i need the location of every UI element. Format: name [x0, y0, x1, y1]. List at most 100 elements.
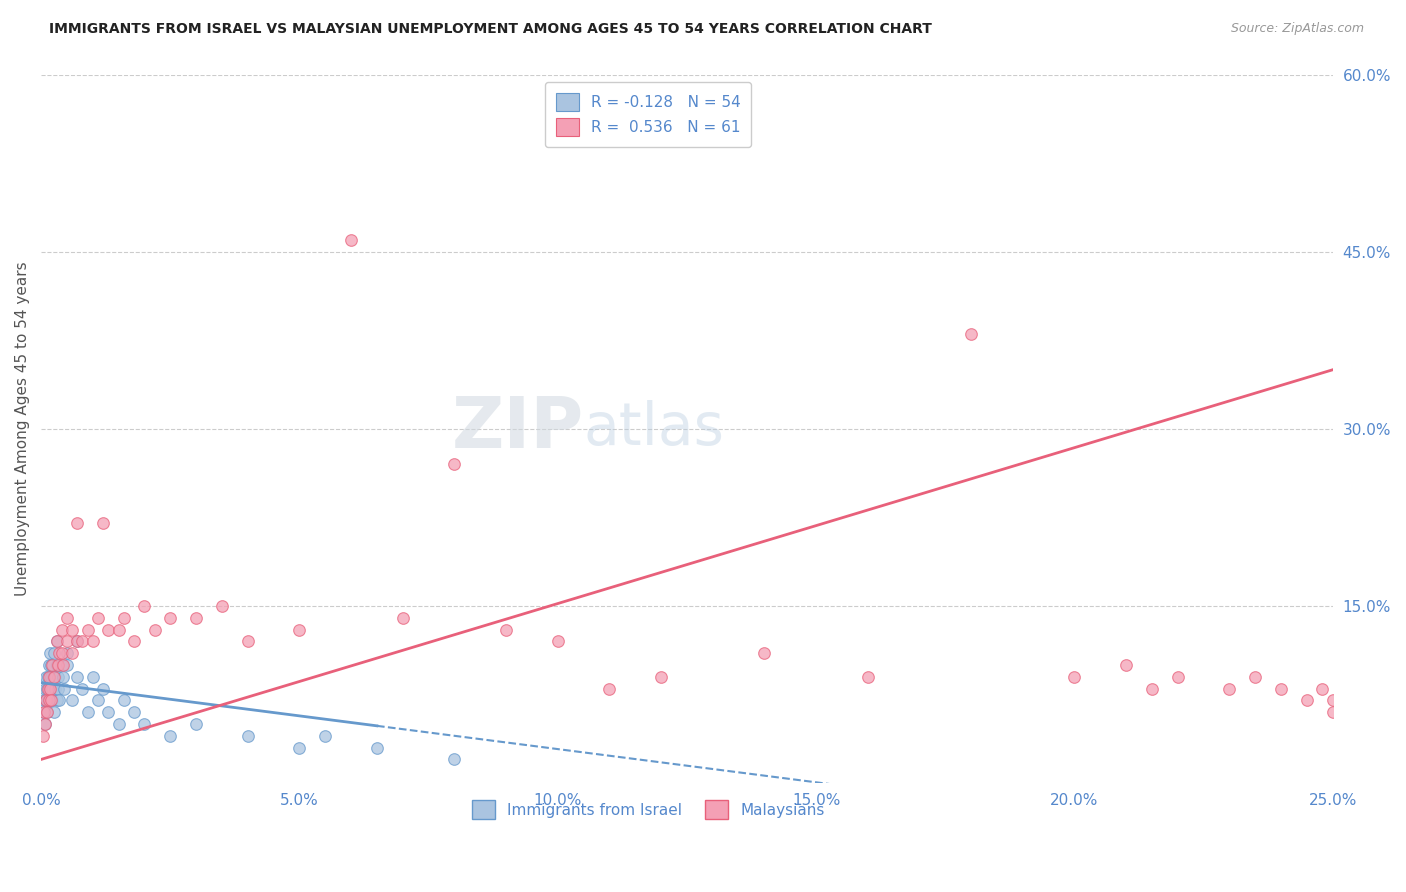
Point — [31, 729, 53, 743]
Point — [314, 729, 336, 743]
Point — [45, 657, 67, 672]
Point — [236, 634, 259, 648]
Point — [52, 657, 75, 672]
Point — [91, 681, 114, 696]
Point — [44, 681, 66, 696]
Point — [41, 657, 63, 672]
Point — [598, 681, 620, 696]
Point — [97, 623, 120, 637]
Point — [51, 623, 73, 637]
Point — [91, 516, 114, 531]
Point — [650, 670, 672, 684]
Point — [340, 233, 363, 247]
Point — [288, 623, 311, 637]
Point — [97, 705, 120, 719]
Point — [39, 681, 62, 696]
Text: ZIP: ZIP — [451, 394, 583, 463]
Point — [107, 623, 129, 637]
Point — [45, 634, 67, 648]
Point — [56, 646, 79, 660]
Point — [60, 646, 83, 660]
Point — [42, 670, 65, 684]
Point — [42, 705, 65, 719]
Point — [51, 657, 73, 672]
Point — [34, 717, 56, 731]
Point — [41, 657, 63, 672]
Point — [38, 657, 60, 672]
Point — [52, 670, 75, 684]
Point — [112, 693, 135, 707]
Text: atlas: atlas — [583, 401, 724, 458]
Point — [45, 693, 67, 707]
Point — [37, 705, 59, 719]
Point — [38, 670, 60, 684]
Point — [35, 670, 58, 684]
Point — [35, 693, 58, 707]
Point — [37, 681, 59, 696]
Point — [35, 681, 58, 696]
Point — [72, 681, 94, 696]
Point — [1322, 693, 1344, 707]
Point — [754, 646, 776, 660]
Point — [41, 693, 63, 707]
Point — [1140, 681, 1163, 696]
Point — [48, 693, 70, 707]
Point — [38, 693, 60, 707]
Point — [1244, 670, 1267, 684]
Text: Source: ZipAtlas.com: Source: ZipAtlas.com — [1230, 22, 1364, 36]
Point — [45, 634, 67, 648]
Point — [1218, 681, 1240, 696]
Point — [48, 646, 70, 660]
Point — [1296, 693, 1319, 707]
Point — [32, 705, 55, 719]
Point — [39, 646, 62, 660]
Point — [66, 634, 89, 648]
Point — [34, 681, 56, 696]
Point — [42, 670, 65, 684]
Point — [1322, 705, 1344, 719]
Point — [46, 681, 69, 696]
Point — [112, 611, 135, 625]
Point — [53, 681, 76, 696]
Point — [41, 681, 63, 696]
Point — [443, 752, 465, 766]
Point — [159, 611, 181, 625]
Point — [76, 705, 98, 719]
Point — [56, 611, 79, 625]
Point — [41, 693, 63, 707]
Point — [443, 457, 465, 471]
Point — [56, 657, 79, 672]
Point — [960, 327, 983, 342]
Point — [122, 634, 145, 648]
Point — [66, 516, 89, 531]
Point — [1063, 670, 1085, 684]
Point — [184, 611, 207, 625]
Point — [35, 693, 58, 707]
Point — [72, 634, 94, 648]
Point — [391, 611, 413, 625]
Text: IMMIGRANTS FROM ISRAEL VS MALAYSIAN UNEMPLOYMENT AMONG AGES 45 TO 54 YEARS CORRE: IMMIGRANTS FROM ISRAEL VS MALAYSIAN UNEM… — [49, 22, 932, 37]
Point — [38, 681, 60, 696]
Legend: Immigrants from Israel, Malaysians: Immigrants from Israel, Malaysians — [465, 794, 831, 825]
Point — [143, 623, 166, 637]
Point — [122, 705, 145, 719]
Point — [288, 740, 311, 755]
Point — [856, 670, 879, 684]
Point — [87, 693, 110, 707]
Point — [547, 634, 569, 648]
Point — [159, 729, 181, 743]
Point — [44, 670, 66, 684]
Point — [1312, 681, 1334, 696]
Point — [211, 599, 233, 613]
Point — [82, 634, 104, 648]
Point — [51, 646, 73, 660]
Point — [37, 693, 59, 707]
Point — [495, 623, 517, 637]
Point — [76, 623, 98, 637]
Point — [1115, 657, 1137, 672]
Point — [87, 611, 110, 625]
Point — [1167, 670, 1189, 684]
Point — [60, 693, 83, 707]
Point — [66, 670, 89, 684]
Point — [236, 729, 259, 743]
